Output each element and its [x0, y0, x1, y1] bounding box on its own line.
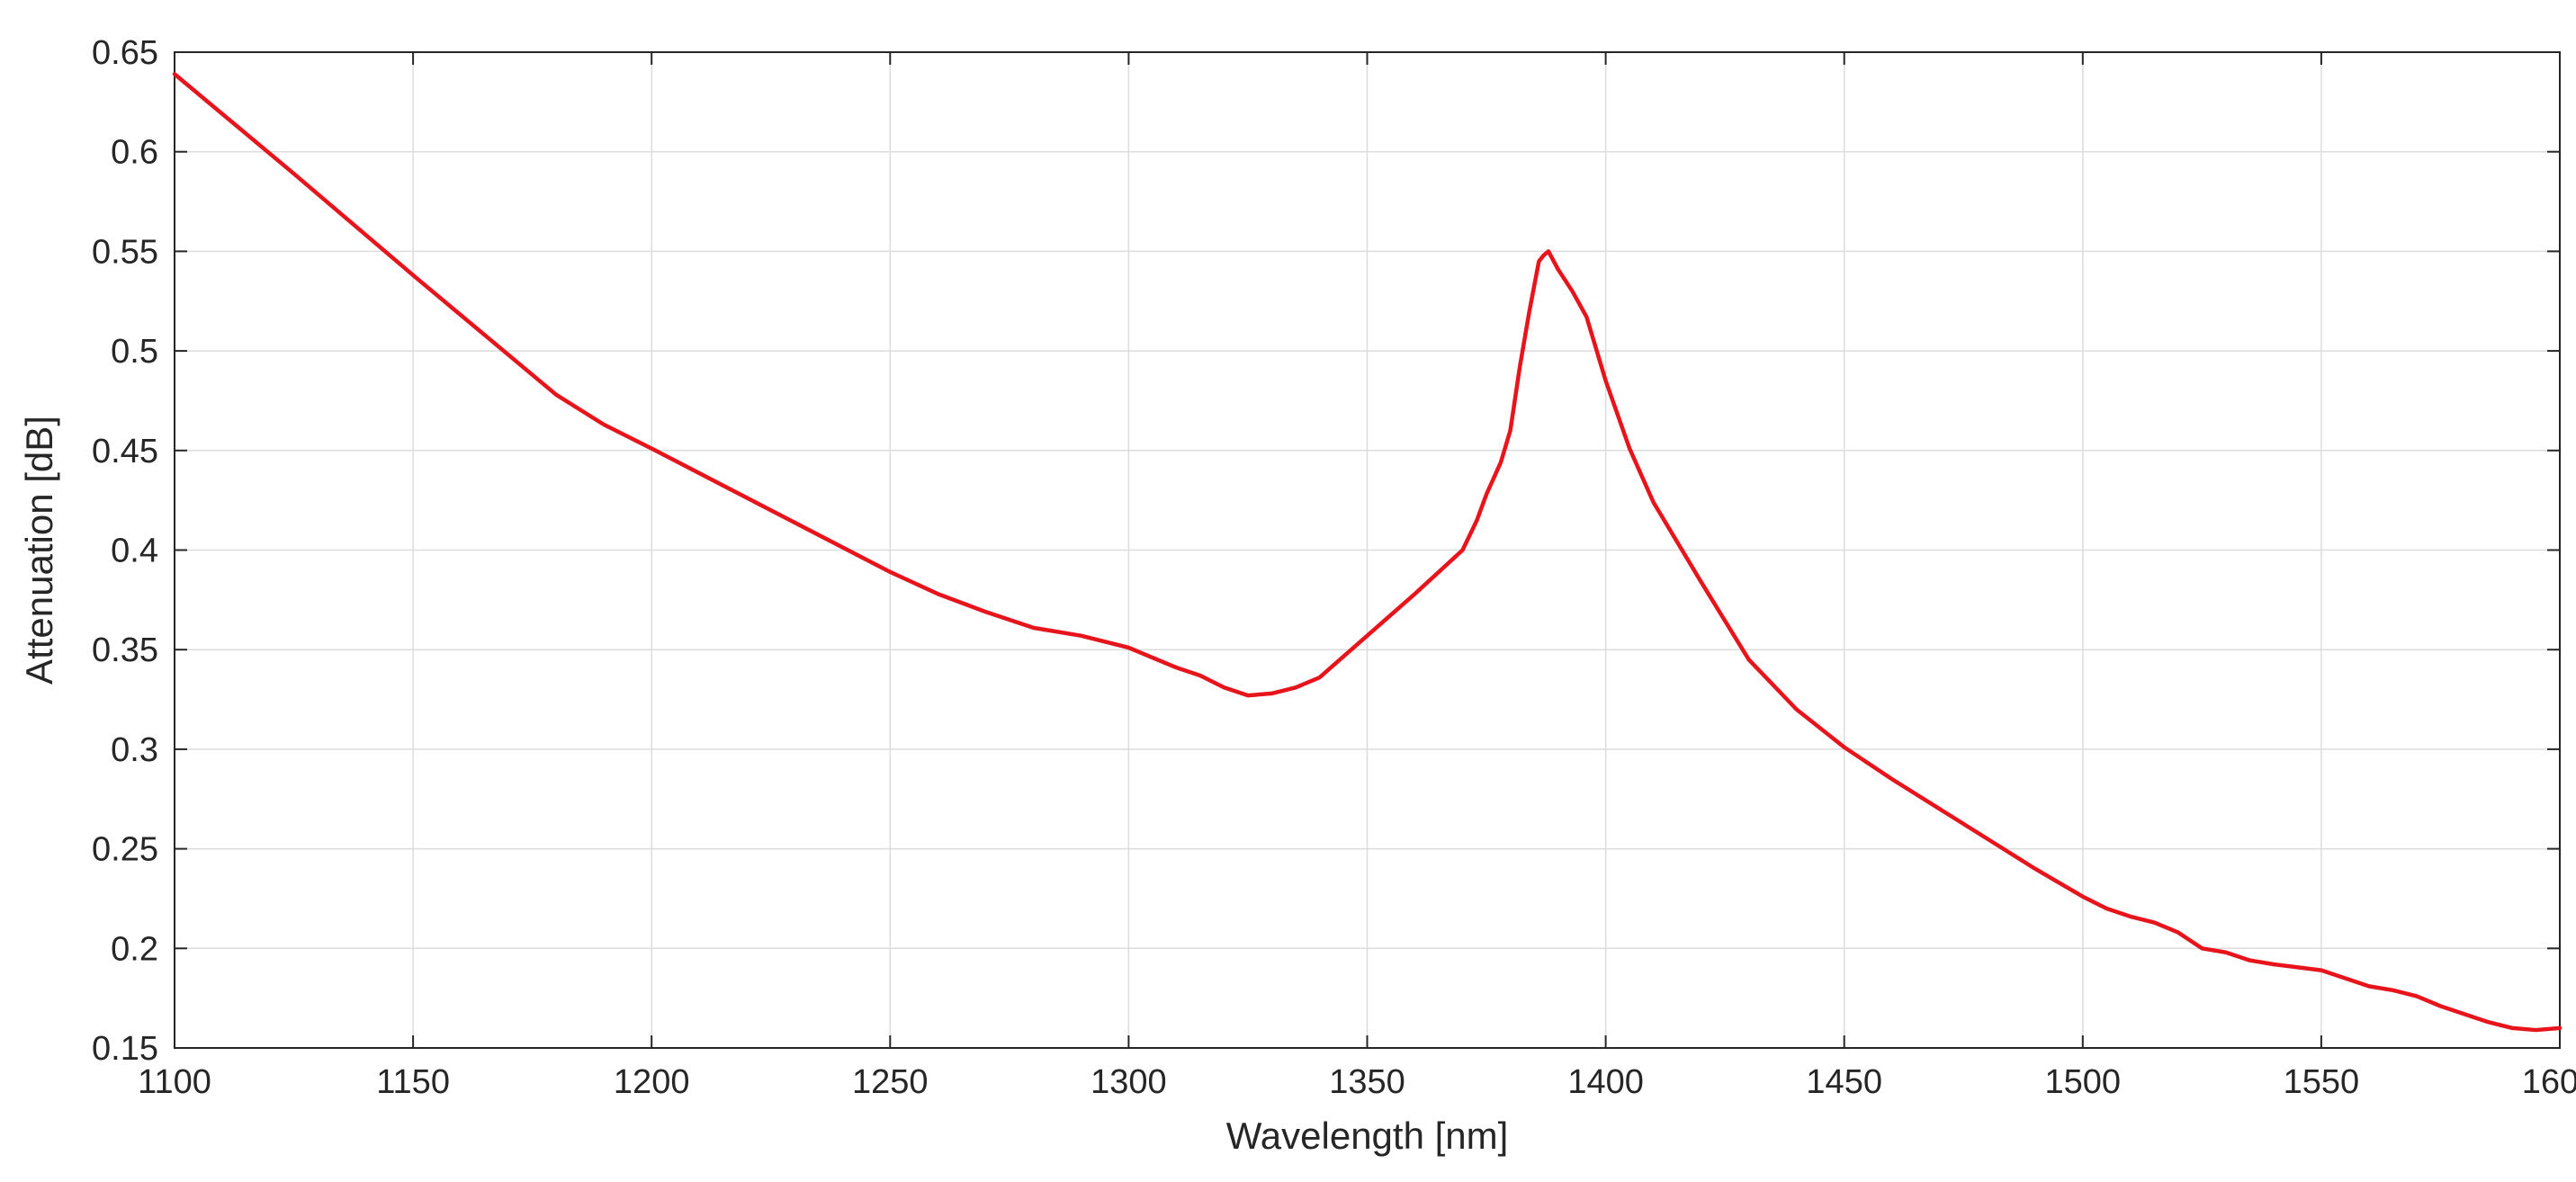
data-point: [1031, 626, 1035, 630]
data-point: [1222, 685, 1225, 689]
y-tick-label: 0.3: [111, 731, 158, 769]
data-point: [554, 393, 558, 397]
data-point: [1986, 837, 1989, 841]
data-point: [1499, 461, 1503, 464]
data-point: [1537, 259, 1540, 263]
x-tick-label: 1450: [1806, 1063, 1882, 1101]
x-tick-label: 1200: [614, 1063, 690, 1101]
data-point: [1198, 674, 1202, 677]
data-point: [2320, 969, 2323, 972]
data-point: [2200, 946, 2204, 950]
data-point: [1475, 518, 1478, 522]
x-tick-label: 1350: [1329, 1063, 1405, 1101]
tick-labels: 1100 1150 1200 1250 1300 1350 1400 1450 1500 1550…: [92, 34, 2576, 1101]
data-point: [411, 273, 415, 277]
data-point: [1890, 777, 1894, 781]
data-point: [2534, 1028, 2537, 1032]
attenuation-series-line: [172, 72, 2563, 1033]
data-point: [1246, 694, 1250, 697]
data-point: [1485, 493, 1488, 497]
data-point: [2415, 994, 2419, 998]
data-point: [2033, 867, 2037, 871]
data-point: [1628, 447, 1631, 451]
data-point: [2486, 1020, 2490, 1024]
data-point: [1294, 685, 1297, 689]
data-point: [1366, 634, 1369, 638]
data-point: [888, 570, 892, 574]
data-point: [1461, 549, 1465, 552]
data-point: [2463, 1012, 2466, 1016]
data-point: [1174, 666, 1178, 669]
data-point: [2343, 977, 2347, 981]
data-point: [1270, 692, 1273, 695]
data-point: [2105, 907, 2108, 910]
data-point: [2367, 984, 2371, 988]
data-point: [1795, 708, 1799, 712]
data-point: [173, 72, 176, 76]
x-tick-label: 1100: [138, 1063, 211, 1101]
data-point: [1843, 746, 1846, 749]
data-point: [1518, 365, 1521, 369]
data-point: [2248, 959, 2251, 963]
x-axis-label: Wavelength [nm]: [1226, 1115, 1509, 1157]
data-point: [2152, 921, 2156, 925]
data-point: [1557, 267, 1560, 271]
y-tick-label: 0.15: [92, 1030, 158, 1068]
data-point: [2391, 989, 2394, 992]
data-point: [983, 610, 987, 613]
y-tick-label: 0.55: [92, 233, 158, 271]
data-point: [1700, 580, 1703, 584]
data-point: [1547, 249, 1550, 253]
data-point: [531, 373, 534, 377]
data-point: [2510, 1026, 2514, 1030]
y-axis-label: Attenuation [dB]: [18, 416, 60, 685]
data-point: [2558, 1026, 2562, 1030]
x-tick-label: 1400: [1567, 1063, 1644, 1101]
x-tick-label: 1550: [2284, 1063, 2360, 1101]
data-point: [1528, 309, 1531, 313]
x-tick-label: 1300: [1091, 1063, 1167, 1101]
data-point: [936, 592, 939, 595]
data-point: [2438, 1005, 2442, 1008]
data-point: [1604, 379, 1608, 382]
y-tick-label: 0.65: [92, 34, 158, 72]
y-tick-label: 0.45: [92, 433, 158, 470]
data-point: [1747, 658, 1751, 661]
data-point: [1570, 290, 1574, 293]
data-point: [2081, 895, 2085, 899]
data-point: [769, 508, 773, 512]
y-tick-label: 0.35: [92, 631, 158, 669]
data-point: [1126, 646, 1130, 649]
data-point: [2272, 963, 2275, 966]
x-tick-label: 1250: [852, 1063, 929, 1101]
data-point: [650, 447, 653, 451]
x-tick-label: 1500: [2045, 1063, 2122, 1101]
data-point: [2129, 915, 2132, 918]
data-point: [1652, 500, 1656, 504]
data-point: [1509, 429, 1512, 433]
y-tick-label: 0.25: [92, 831, 158, 869]
y-tick-label: 0.5: [111, 333, 158, 371]
data-point: [1414, 592, 1417, 595]
data-point: [1584, 315, 1588, 318]
y-tick-label: 0.2: [111, 930, 158, 968]
data-point: [1317, 676, 1321, 679]
axis-ticks: [174, 51, 2561, 1049]
data-point: [602, 423, 606, 426]
data-point: [2224, 951, 2228, 954]
data-point: [1079, 634, 1082, 638]
y-tick-label: 0.4: [111, 533, 158, 570]
data-point: [1938, 807, 1942, 810]
x-tick-label: 1150: [376, 1063, 450, 1101]
data-point: [1542, 254, 1546, 257]
data-point: [2177, 931, 2180, 935]
data-point: [292, 172, 296, 175]
y-tick-label: 0.6: [111, 134, 158, 172]
